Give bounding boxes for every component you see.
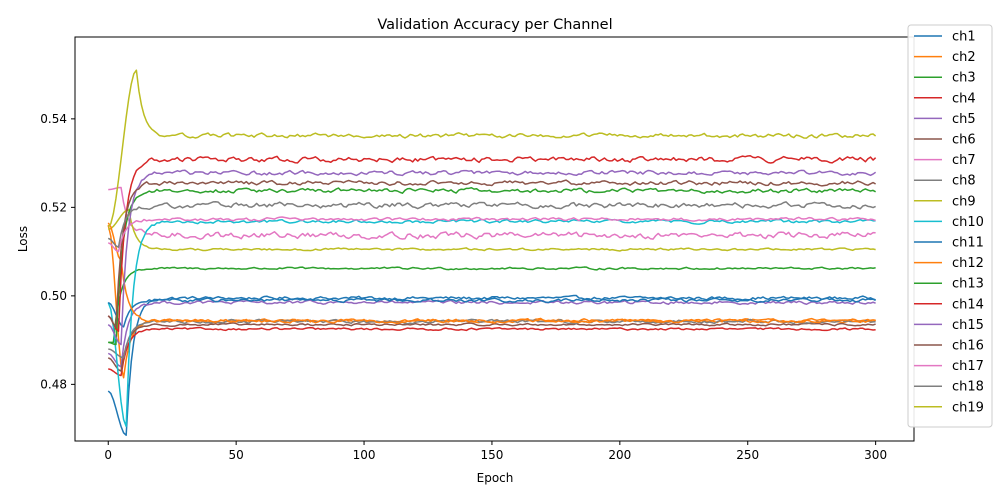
series-line-ch7	[108, 186, 876, 240]
legend-label-ch14: ch14	[952, 297, 984, 312]
series-line-ch9	[108, 208, 876, 252]
legend: ch1 ch2 ch3 ch4 ch5 ch6 ch7 ch8 ch9 ch10 ch11 ch12 c…	[907, 24, 993, 428]
series-line-ch1	[107, 294, 876, 436]
series-line-ch19	[107, 69, 877, 228]
x-tick-label: 200	[608, 448, 631, 462]
legend-label-ch2: ch2	[952, 50, 976, 65]
legend-frame	[907, 24, 993, 428]
x-tick-label: 50	[229, 448, 244, 462]
x-tick-label: 150	[480, 448, 503, 462]
y-axis: 0.48 0.50 0.52 0.54	[40, 112, 75, 391]
series-line-ch15	[107, 169, 877, 346]
x-tick-label: 0	[104, 448, 112, 462]
legend-label-ch8: ch8	[952, 174, 976, 189]
series-line-ch12	[107, 222, 876, 325]
y-tick-label: 0.54	[40, 112, 67, 126]
legend-label-ch7: ch7	[952, 153, 976, 168]
x-tick-label: 250	[736, 448, 759, 462]
series-line-ch13	[108, 186, 876, 346]
series-lines	[107, 69, 877, 436]
legend-label-ch15: ch15	[952, 318, 984, 333]
legend-label-ch10: ch10	[952, 215, 984, 230]
series-line-ch5	[107, 299, 876, 368]
legend-label-ch6: ch6	[952, 133, 976, 148]
x-tick-label: 300	[864, 448, 887, 462]
x-axis: 0 50 100 150 200 250 300	[104, 441, 887, 462]
legend-label-ch9: ch9	[952, 194, 976, 209]
y-tick-label: 0.50	[40, 289, 67, 303]
legend-label-ch18: ch18	[952, 380, 984, 395]
series-line-ch4	[108, 326, 876, 377]
chart-title: Validation Accuracy per Channel	[377, 17, 612, 33]
series-line-ch3	[108, 266, 876, 344]
series-line-ch6	[107, 322, 876, 372]
series-line-ch18	[107, 200, 876, 248]
legend-label-ch11: ch11	[952, 236, 984, 251]
legend-label-ch17: ch17	[952, 359, 984, 374]
legend-label-ch5: ch5	[952, 112, 976, 127]
y-tick-label: 0.48	[40, 377, 67, 391]
legend-label-ch19: ch19	[952, 400, 984, 415]
series-line-ch17	[107, 216, 876, 253]
series-line-ch10	[107, 218, 876, 428]
y-axis-label: Loss	[16, 226, 30, 252]
legend-label-ch4: ch4	[952, 91, 976, 106]
x-tick-label: 100	[353, 448, 376, 462]
series-line-ch14	[107, 155, 877, 333]
legend-label-ch1: ch1	[952, 30, 976, 45]
series-line-ch11	[107, 297, 876, 328]
legend-label-ch13: ch13	[952, 277, 984, 292]
legend-label-ch3: ch3	[952, 71, 976, 86]
legend-label-ch16: ch16	[952, 339, 984, 354]
legend-label-ch12: ch12	[952, 256, 984, 271]
series-line-ch16	[107, 179, 876, 328]
y-tick-label: 0.52	[40, 200, 67, 214]
x-axis-label: Epoch	[477, 471, 514, 485]
